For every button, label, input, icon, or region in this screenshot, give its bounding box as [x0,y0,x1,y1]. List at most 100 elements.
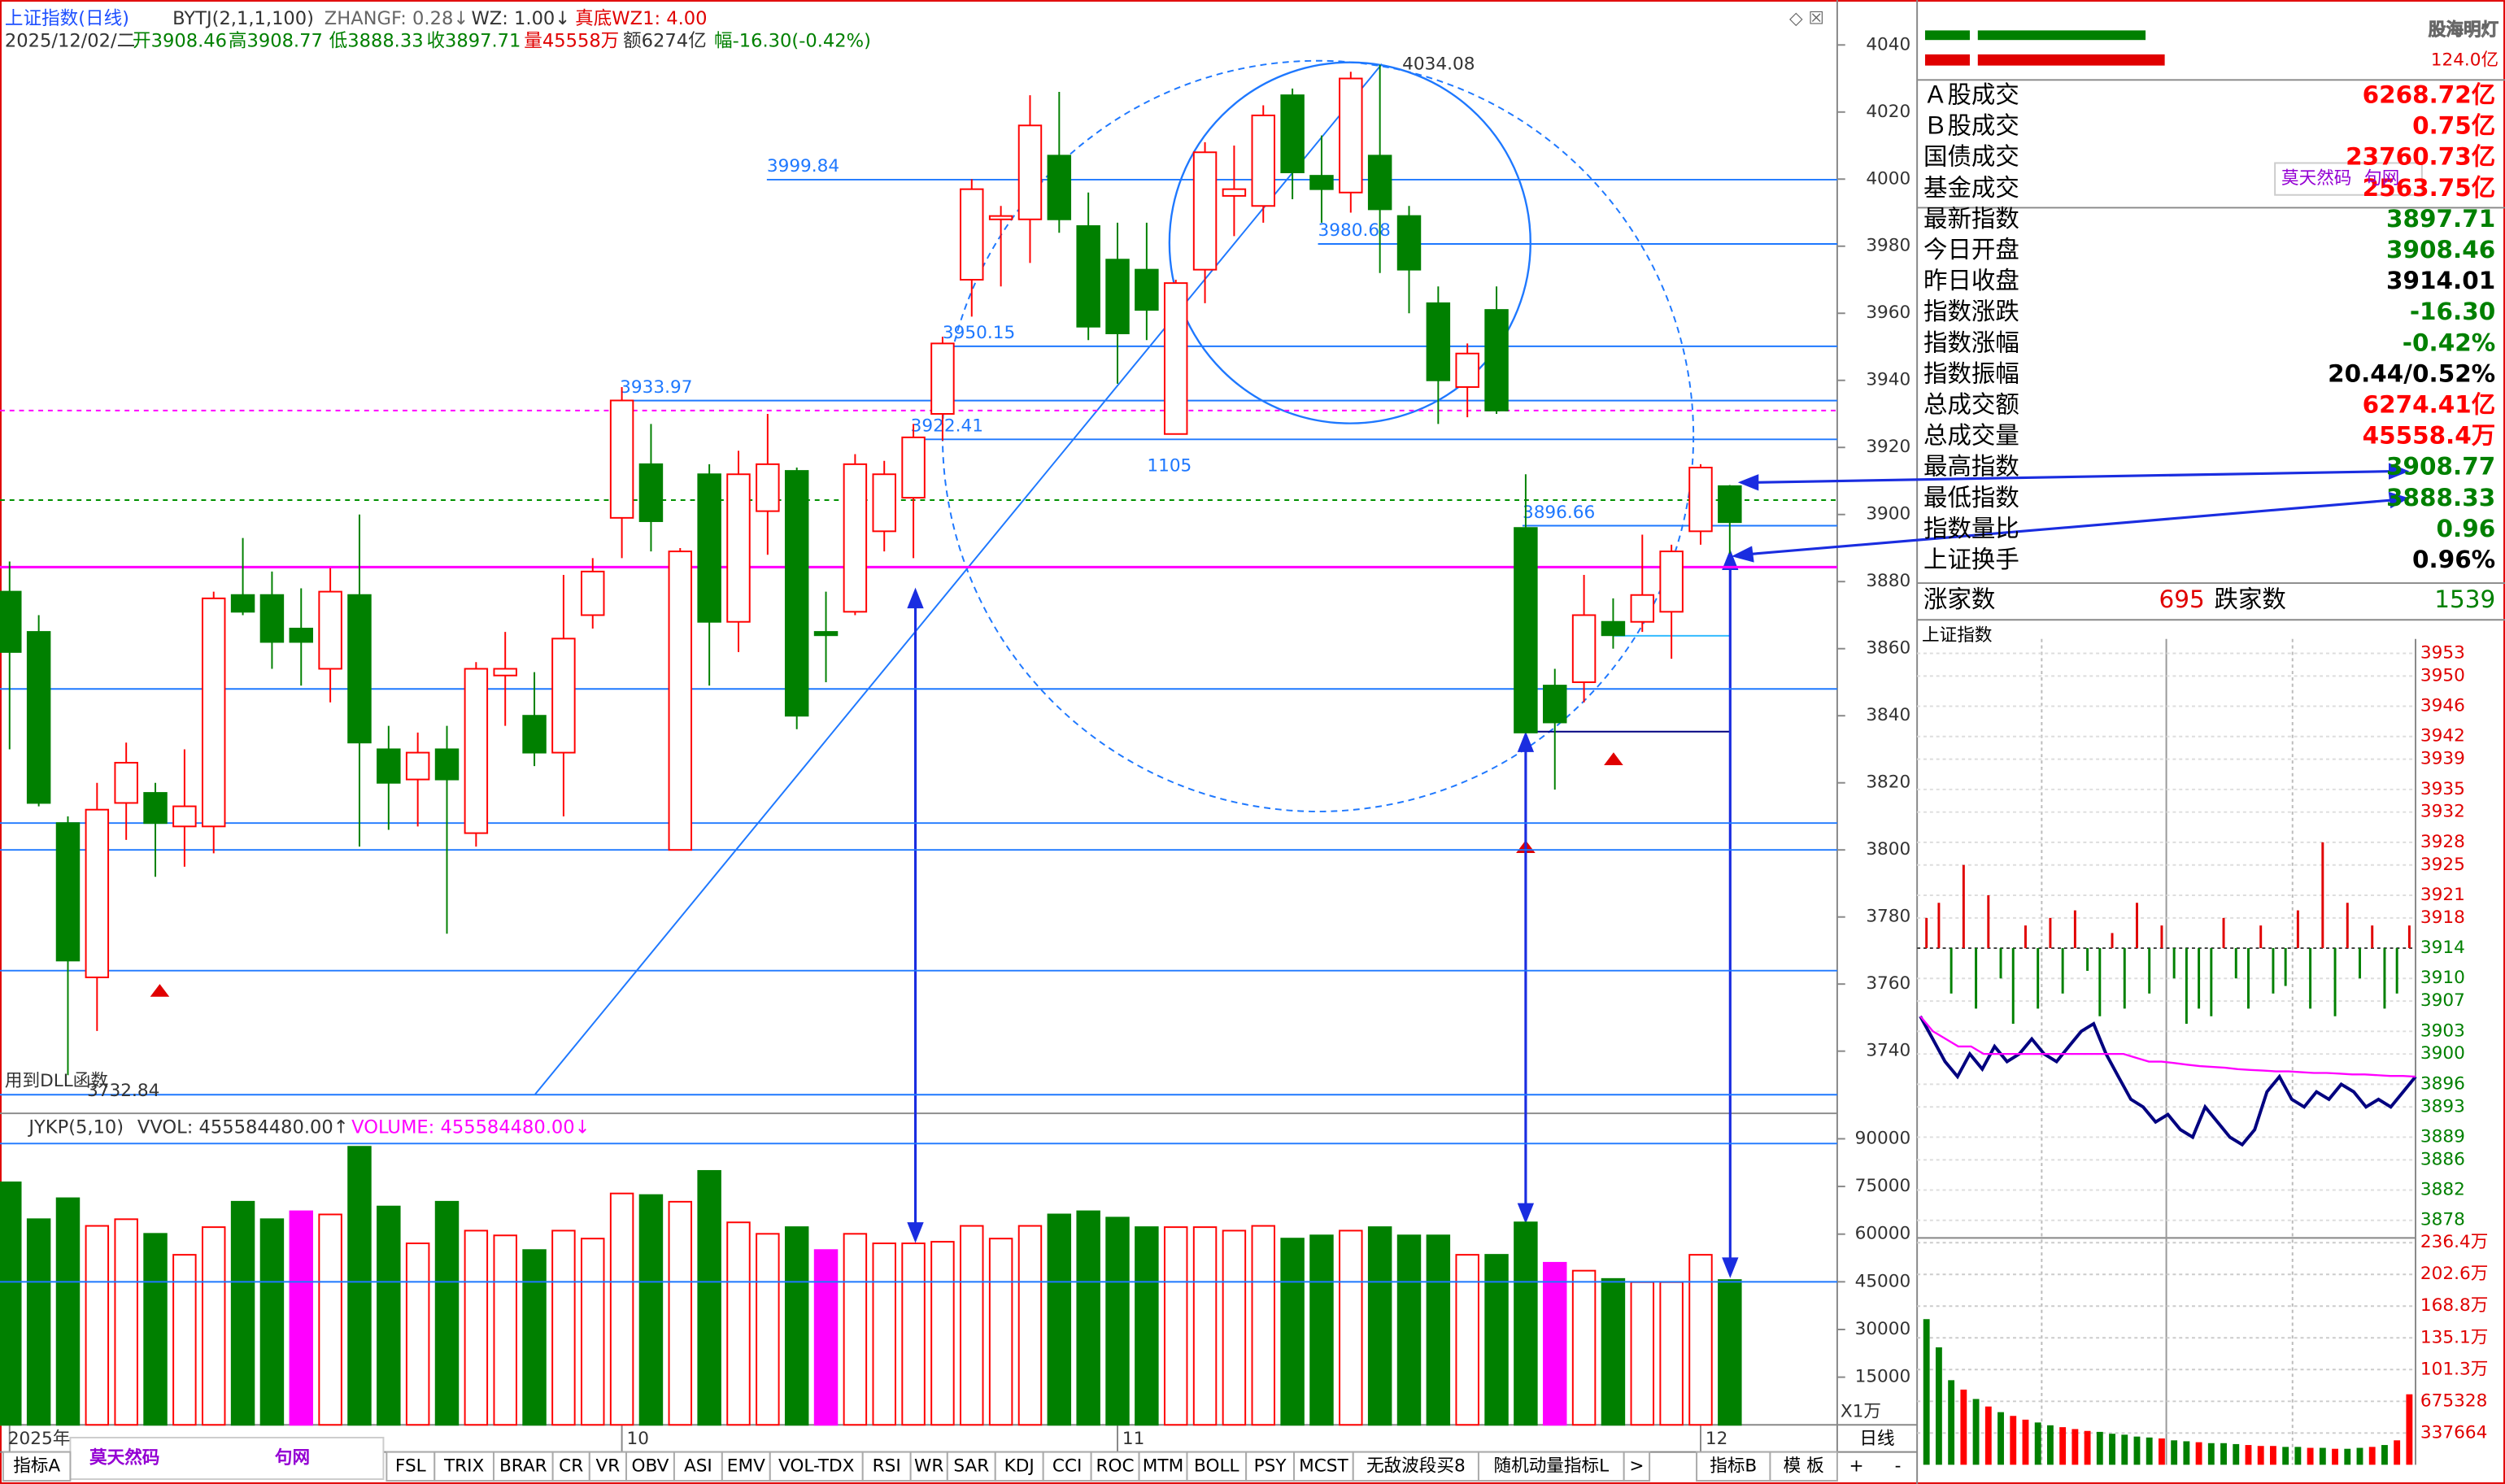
volume-bar [493,1234,517,1426]
tab-label[interactable]: SAR [953,1456,989,1476]
candle-body [1543,685,1567,724]
tab[interactable] [1623,1451,1651,1482]
tab-label[interactable]: FSL [395,1456,426,1476]
intraday-volume-bar [2394,1440,2401,1465]
tab[interactable] [1042,1451,1092,1482]
tab[interactable] [861,1451,912,1482]
tab-label[interactable]: VOL-TDX [778,1456,855,1476]
y-tick-label: 3893 [2420,1096,2465,1116]
down-count: 1539 [2434,585,2495,613]
tab[interactable] [1138,1451,1188,1482]
panel-value: 6274.41亿 [2363,391,2496,419]
tab-label[interactable]: 随机动量指标L [1494,1456,1610,1476]
tab-label[interactable]: VR [596,1456,621,1476]
x-tick-label: 11 [1122,1429,1144,1449]
tab[interactable] [1186,1451,1248,1482]
candle-body [377,748,401,784]
tab-label[interactable]: EMV [727,1456,765,1476]
volume-bar [0,1182,22,1426]
tab-label[interactable]: ROC [1096,1456,1135,1476]
panel-label: 总成交额 [1923,391,2019,419]
volume-bar [172,1254,197,1426]
window-icon[interactable]: ◇ ☒ [1789,9,1824,29]
tab-label[interactable]: > [1629,1456,1644,1476]
candle-body [609,399,634,519]
low-label: 3732.84 [87,1081,159,1101]
tab-label[interactable]: 指标A [13,1456,60,1476]
tab[interactable] [625,1451,675,1482]
header-vol: 量45558万 [524,31,619,52]
tab-label[interactable]: MTM [1143,1456,1183,1476]
candle-body [872,473,896,533]
tab-label[interactable]: CCI [1052,1456,1083,1476]
y-tick-label: 3907 [2420,990,2465,1011]
volume-bar [1163,1226,1188,1426]
intraday-volume-bar [2121,1434,2128,1465]
tab-label[interactable]: BOLL [1194,1456,1239,1476]
tab[interactable] [1477,1451,1625,1482]
header-low: 低3888.33 [329,31,424,52]
intraday-volume-bar [2233,1443,2240,1465]
tab[interactable] [1245,1451,1296,1482]
tab[interactable] [994,1451,1044,1482]
indicator-bar [1977,30,2146,41]
tab-label[interactable]: 指标B [1710,1456,1757,1476]
tab[interactable] [769,1451,864,1482]
tab[interactable] [673,1451,723,1482]
intraday-volume-bar [2183,1441,2190,1465]
y-tick-label: 3921 [2420,885,2465,905]
tab-label[interactable]: MCST [1299,1456,1348,1476]
y-tick-label: 3935 [2420,779,2465,799]
tab[interactable] [386,1451,436,1482]
tab-label[interactable]: TRIX [443,1456,485,1476]
y-tick-label: 30000 [1855,1319,1911,1339]
candle-body [464,668,489,834]
y-tick-label: 4020 [1866,102,1910,122]
panel-value: 3908.46 [2386,236,2495,263]
tab[interactable] [588,1451,627,1482]
tab[interactable] [2,1451,72,1482]
tab-label[interactable]: 无敌波段买8 [1366,1456,1466,1476]
tab[interactable] [492,1451,554,1482]
header-change: 幅-16.30(-0.42%) [714,31,871,52]
high-label: 4034.08 [1402,54,1475,75]
tab[interactable] [909,1451,948,1482]
tab-label[interactable]: ASI [684,1456,712,1476]
tab-label[interactable]: 模 板 [1784,1456,1824,1476]
tab[interactable] [1769,1451,1838,1482]
period[interactable]: 日线 [1859,1429,1894,1449]
header-name: 上证指数(日线) [5,8,129,29]
tab-label[interactable]: CR [559,1456,583,1476]
zoom-in[interactable]: + [1849,1456,1863,1476]
tab[interactable] [721,1451,771,1482]
candle-body [638,463,664,522]
tab-label[interactable]: OBV [632,1456,669,1476]
watermark: 句网 [2364,168,2399,189]
tab-label[interactable]: RSI [873,1456,901,1476]
candle-body [1455,352,1479,388]
zoom-out[interactable]: - [1895,1456,1902,1476]
candle-body [114,761,138,804]
candle-body [960,188,984,281]
intraday-volume-bar [2146,1437,2153,1465]
candle-body [1280,94,1305,174]
candle-body [493,668,517,677]
level-label: 3980.68 [1318,220,1391,241]
candle-body [1163,282,1188,435]
tab-label[interactable]: WR [914,1456,943,1476]
tab[interactable] [1090,1451,1140,1482]
intraday-volume-bar [2010,1416,2017,1465]
tab-label[interactable]: KDJ [1004,1456,1035,1476]
y-tick-label: 45000 [1855,1271,1911,1291]
y-tick-label: 3953 [2420,642,2465,663]
y-tick-label: 101.3万 [2420,1359,2488,1379]
intraday-volume-bar [2270,1446,2276,1465]
tab[interactable] [433,1451,494,1482]
volume-bar [347,1146,372,1426]
tab-label[interactable]: BRAR [499,1456,547,1476]
tab-label[interactable]: PSY [1254,1456,1287,1476]
watermark: 莫天然码 [89,1447,159,1468]
y-tick-label: 135.1万 [2420,1327,2488,1347]
candle-body [1135,268,1159,311]
top-value: 124.0亿 [2431,50,2498,71]
